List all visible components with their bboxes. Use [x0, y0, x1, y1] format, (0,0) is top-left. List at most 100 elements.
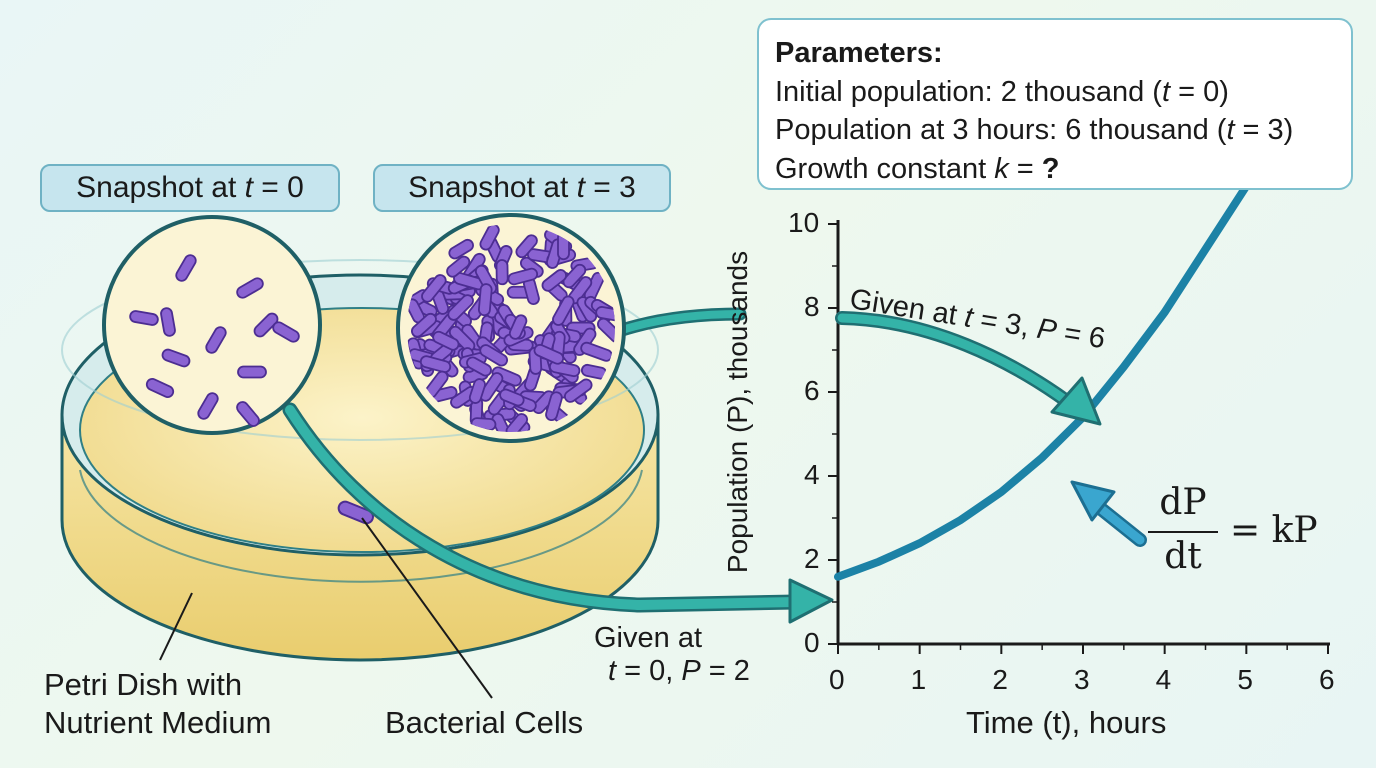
param2-tail: = 3)	[1234, 114, 1294, 146]
x-tick-label: 2	[992, 664, 1008, 695]
bacterial-cell	[161, 348, 191, 368]
bacterial-cell	[479, 372, 504, 402]
snapshot-label-t0: Snapshot at t = 0	[40, 164, 340, 212]
param3-tail: =	[1008, 152, 1042, 185]
callout-given-t0-line2: t = 0, P = 2	[608, 655, 750, 688]
bacterial-cell	[337, 500, 374, 525]
x-tick-label: 0	[829, 664, 845, 695]
y-axis-label: Population (P), thousands	[722, 250, 753, 574]
bacterial-cell	[495, 259, 509, 286]
bacterial-cell	[421, 274, 447, 303]
bacterial-cell	[515, 234, 538, 259]
y-tick-label: 8	[804, 291, 820, 322]
growth-chart	[828, 165, 1330, 654]
snapshot-label-t0-suffix: = 0	[252, 171, 304, 204]
param1-text: Initial population: 2 thousand (	[775, 75, 1162, 108]
magnifier-t0	[102, 215, 322, 435]
bacterial-cell	[175, 254, 197, 282]
param1-tail: = 0)	[1170, 75, 1229, 108]
bacterial-cell	[129, 310, 159, 326]
param2-text: Population at 3 hours: 6 thousand (	[775, 114, 1227, 146]
bacterial-cell	[552, 295, 575, 326]
bacterial-cell	[236, 401, 260, 427]
x-tick-label: 4	[1155, 664, 1172, 695]
x-tick-label: 6	[1319, 664, 1335, 695]
snapshot-label-t3-var: t	[576, 171, 585, 204]
parameters-line-3h: Population at 3 hours: 6 thousand (t = 3…	[775, 111, 1335, 150]
bacterial-cell	[197, 392, 219, 420]
differential-equation: dP dt = kP	[1146, 480, 1336, 590]
bacterial-cell	[272, 321, 300, 343]
magnifier-t3	[396, 213, 626, 443]
y-tick-label: 6	[804, 375, 820, 406]
snapshot-label-t3: Snapshot at t = 3	[373, 164, 671, 212]
snapshot-label-t3-prefix: Snapshot at	[408, 171, 577, 204]
bacterial-cell	[507, 267, 539, 286]
callout-given-t0-line1: Given at	[594, 622, 702, 654]
bacterial-cell	[595, 306, 615, 322]
bacterial-cell	[508, 314, 528, 340]
bacterial-cell	[446, 255, 471, 278]
bacterial-cell	[533, 343, 565, 365]
x-tick-label: 5	[1237, 664, 1253, 695]
bacterial-cell	[499, 388, 525, 407]
bacterial-cell	[448, 238, 474, 260]
petri-label-line1: Petri Dish with	[44, 667, 243, 702]
bacterial-cell	[548, 360, 581, 378]
param3-text: Growth constant	[775, 152, 995, 185]
bacteria-leader-line	[361, 517, 493, 699]
bacterial-cell	[477, 283, 493, 317]
parameters-line-initial: Initial population: 2 thousand (t = 0)	[775, 73, 1335, 112]
equation-numerator: dP	[1159, 482, 1207, 523]
bacterial-cell	[479, 344, 508, 367]
y-tick-label: 2	[804, 543, 820, 574]
parameters-box: Parameters: Initial population: 2 thousa…	[757, 18, 1353, 190]
bacterial-cell	[545, 391, 563, 422]
bacterial-cell	[466, 356, 492, 377]
equation-fraction-bar	[1148, 531, 1218, 533]
bacterial-cell	[468, 378, 486, 404]
given-t0-tail: = 2	[700, 655, 750, 687]
bacterial-cell	[237, 365, 267, 379]
bacterial-cell	[505, 413, 529, 432]
bacterial-cell	[562, 263, 587, 289]
bacteria-label: Bacterial Cells	[385, 705, 584, 740]
param2-var: t	[1226, 114, 1235, 146]
y-tick-label: 0	[804, 627, 820, 658]
bacterial-cell	[160, 307, 176, 337]
snapshot-label-t3-suffix: = 3	[584, 171, 636, 204]
bacterial-cell	[205, 326, 227, 354]
given-t3-tail: = 6	[1053, 315, 1108, 356]
parameters-heading: Parameters:	[775, 37, 943, 69]
equation-denominator: dt	[1164, 536, 1202, 577]
bacterial-cell	[432, 330, 460, 351]
param3-var: k	[994, 152, 1009, 185]
bacterial-cell	[419, 355, 452, 374]
bacterial-cell	[253, 312, 279, 338]
equation-rhs: = kP	[1230, 510, 1318, 551]
x-tick-label: 3	[1074, 664, 1090, 695]
param3-unknown: ?	[1041, 152, 1060, 185]
bacterial-cell	[145, 378, 175, 398]
given-t0-mid: = 0,	[616, 655, 682, 687]
snapshot-label-t0-prefix: Snapshot at	[76, 171, 245, 204]
petri-leader-line	[159, 592, 193, 661]
param1-var: t	[1161, 75, 1171, 108]
bacterial-cell	[236, 277, 264, 299]
bacterial-cell	[479, 224, 500, 251]
population-curve	[834, 165, 1259, 581]
x-axis-label: Time (t), hours	[966, 705, 1167, 740]
snapshot-label-t0-var: t	[244, 171, 253, 204]
given-t0-v1: t	[608, 655, 617, 687]
given-t0-v2: P	[681, 655, 701, 687]
y-tick-label: 4	[804, 459, 820, 490]
y-tick-label: 10	[788, 207, 820, 238]
bacterial-cell	[563, 378, 593, 403]
parameters-line-k: Growth constant k = ?	[775, 150, 1335, 189]
x-tick-label: 1	[910, 664, 927, 695]
bacterial-cell	[447, 294, 474, 321]
bacterial-cell	[541, 269, 568, 292]
bacterial-cell	[410, 312, 437, 338]
bacterial-cell	[597, 317, 615, 343]
